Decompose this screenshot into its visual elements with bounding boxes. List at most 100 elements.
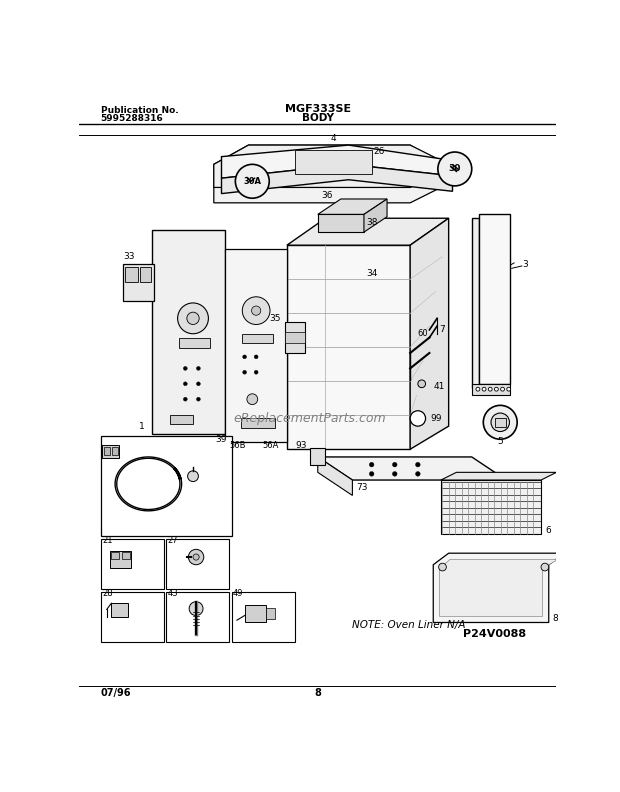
Polygon shape — [287, 219, 449, 246]
Text: 07/96: 07/96 — [100, 688, 131, 699]
Text: 43: 43 — [167, 588, 178, 598]
Circle shape — [193, 554, 199, 560]
Text: 26: 26 — [374, 147, 385, 156]
Circle shape — [184, 398, 187, 401]
Polygon shape — [433, 553, 564, 623]
Circle shape — [410, 411, 425, 426]
Polygon shape — [317, 457, 507, 480]
Bar — [166, 539, 229, 589]
Bar — [231, 592, 294, 642]
Text: 7: 7 — [440, 326, 445, 334]
Bar — [110, 551, 131, 568]
Text: 5: 5 — [497, 437, 503, 446]
Polygon shape — [441, 480, 541, 534]
Bar — [100, 436, 231, 536]
Circle shape — [252, 306, 261, 315]
Bar — [241, 418, 275, 428]
Polygon shape — [214, 145, 449, 203]
Polygon shape — [317, 215, 364, 232]
Text: MGF333SE: MGF333SE — [285, 104, 351, 114]
Polygon shape — [221, 164, 453, 193]
Polygon shape — [440, 559, 558, 616]
Text: 4: 4 — [330, 135, 336, 143]
Text: 73: 73 — [356, 483, 368, 493]
Bar — [102, 445, 119, 458]
Text: 93: 93 — [296, 441, 307, 450]
Text: 5995288316: 5995288316 — [100, 114, 163, 124]
Circle shape — [392, 463, 397, 467]
Text: 49: 49 — [233, 588, 244, 598]
Bar — [112, 552, 119, 559]
Circle shape — [484, 406, 517, 440]
Circle shape — [415, 463, 420, 467]
Polygon shape — [410, 219, 449, 449]
Polygon shape — [225, 249, 287, 441]
Circle shape — [254, 371, 258, 374]
Polygon shape — [441, 472, 556, 480]
Polygon shape — [317, 457, 352, 496]
Polygon shape — [479, 215, 510, 384]
Circle shape — [392, 471, 397, 476]
Text: 6: 6 — [545, 526, 551, 535]
Circle shape — [188, 470, 198, 482]
Circle shape — [254, 355, 258, 359]
Circle shape — [197, 398, 200, 401]
Text: 34: 34 — [366, 269, 378, 278]
Polygon shape — [495, 417, 506, 427]
Bar — [170, 414, 193, 424]
Polygon shape — [221, 145, 453, 178]
Bar — [112, 447, 118, 455]
Circle shape — [482, 387, 486, 391]
Circle shape — [500, 387, 505, 391]
Polygon shape — [214, 145, 449, 188]
Text: 8: 8 — [552, 614, 559, 623]
Bar — [472, 384, 510, 395]
Circle shape — [184, 382, 187, 386]
Circle shape — [541, 563, 549, 571]
Circle shape — [476, 387, 480, 391]
Text: Publication No.: Publication No. — [100, 106, 178, 115]
Circle shape — [197, 367, 200, 371]
Bar — [123, 265, 154, 302]
Circle shape — [189, 602, 203, 615]
Circle shape — [438, 563, 446, 571]
Bar — [310, 447, 326, 465]
Text: 1: 1 — [139, 421, 145, 431]
Circle shape — [438, 152, 472, 186]
Bar — [112, 604, 128, 617]
Text: 60: 60 — [418, 329, 428, 338]
Text: 30: 30 — [449, 165, 461, 173]
Polygon shape — [214, 164, 449, 184]
Circle shape — [495, 387, 498, 391]
Text: P24V0088: P24V0088 — [463, 629, 526, 639]
Circle shape — [188, 550, 204, 565]
Polygon shape — [317, 199, 387, 215]
Text: 36: 36 — [322, 191, 333, 200]
Polygon shape — [287, 246, 410, 449]
Circle shape — [242, 297, 270, 325]
Bar — [242, 333, 273, 343]
Circle shape — [418, 380, 425, 387]
Text: 27: 27 — [167, 536, 178, 546]
Text: 56A: 56A — [262, 441, 278, 450]
Bar — [266, 608, 275, 619]
Circle shape — [197, 382, 200, 386]
Text: 41: 41 — [433, 382, 445, 390]
Text: 8: 8 — [314, 688, 321, 699]
Text: 28: 28 — [102, 588, 113, 598]
Circle shape — [370, 463, 374, 467]
Circle shape — [491, 413, 510, 432]
Circle shape — [187, 312, 199, 325]
Text: 99: 99 — [430, 414, 441, 423]
Bar — [245, 605, 266, 622]
Circle shape — [247, 394, 258, 405]
Text: 56B: 56B — [229, 441, 246, 450]
Polygon shape — [152, 230, 225, 434]
Text: eReplacementParts.com: eReplacementParts.com — [234, 412, 386, 425]
Bar — [140, 267, 151, 282]
Polygon shape — [364, 199, 387, 232]
Bar — [122, 552, 130, 559]
Bar — [104, 447, 110, 455]
Circle shape — [489, 387, 492, 391]
Circle shape — [370, 471, 374, 476]
